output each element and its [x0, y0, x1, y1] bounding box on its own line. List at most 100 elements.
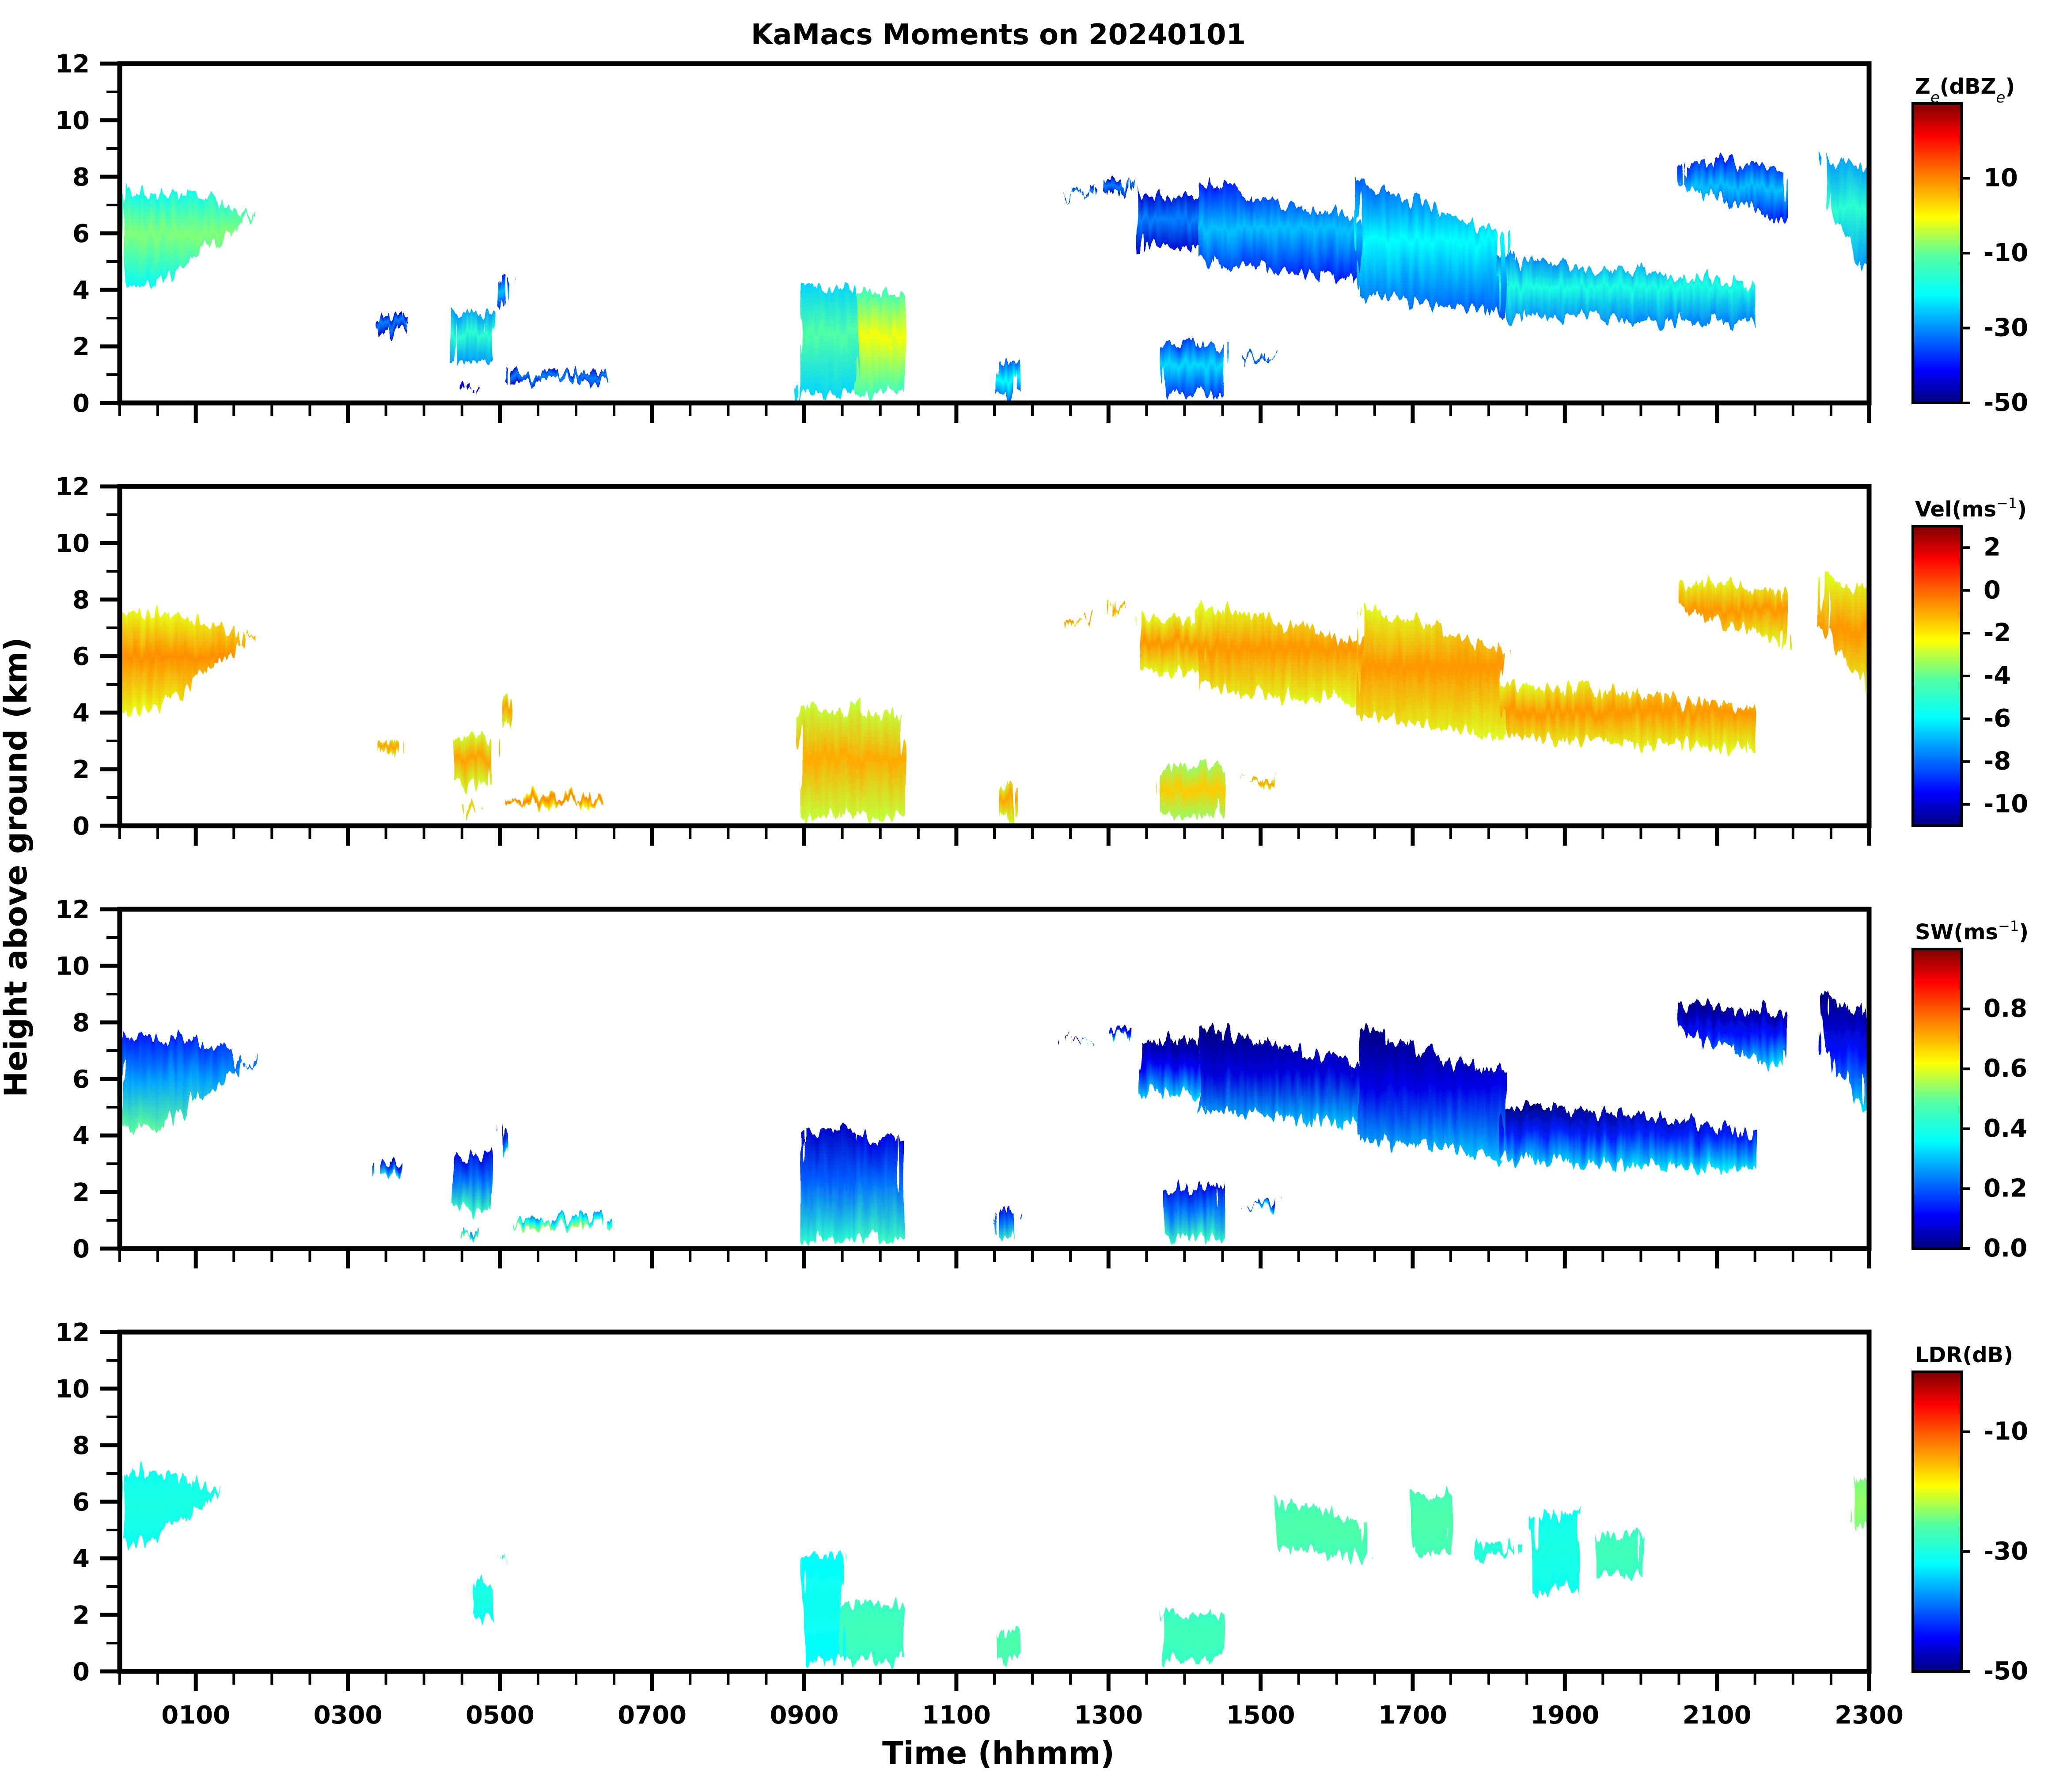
colorbar-tick-label: -2	[1983, 619, 2011, 647]
x-tick-label: 0900	[770, 1701, 839, 1730]
echo-region	[508, 792, 607, 809]
echo-region	[800, 1128, 858, 1243]
x-tick-label: 2100	[1683, 1701, 1752, 1730]
y-tick-label: 8	[72, 1431, 90, 1460]
colorbar-tick-label: 0.6	[1983, 1054, 2027, 1083]
y-tick-label: 4	[72, 1545, 90, 1573]
echo-region	[1595, 1531, 1641, 1577]
echo-region	[378, 316, 401, 335]
plot-frame	[117, 1329, 1872, 1674]
y-tick-label: 6	[72, 1065, 90, 1094]
x-tick-label: 1500	[1226, 1701, 1295, 1730]
panel-ldr: 0 2 4 6 8 10 12 0100 0300 0500 0700 0900 1100 1300 150…	[55, 1318, 2028, 1730]
colorbar-tick-label: -30	[1983, 1537, 2028, 1566]
echo-region	[1245, 1198, 1276, 1210]
echo-region	[1504, 679, 1755, 752]
plot-frame	[117, 484, 1872, 828]
echo-region	[1679, 1004, 1786, 1070]
colorbar-tick-label: 2	[1983, 533, 2001, 562]
chart-title: KaMacs Moments on 20240101	[751, 19, 1246, 51]
y-tick-label: 10	[55, 106, 90, 135]
echo-region	[120, 1034, 257, 1134]
colorbar-label: Ze(dBZe)	[1915, 74, 2015, 106]
echo-region	[1854, 1477, 1869, 1530]
y-tick-label: 2	[72, 333, 90, 361]
echo-region	[857, 1135, 903, 1241]
y-tick-label: 12	[55, 50, 90, 79]
colorbar-tick-label: 0.4	[1983, 1114, 2027, 1143]
echo-region	[1161, 1184, 1223, 1242]
colorbar-label: LDR(dB)	[1915, 1343, 2013, 1367]
echo-region	[800, 705, 858, 820]
colorbar	[1911, 948, 1963, 1250]
y-tick-label: 2	[72, 1601, 90, 1630]
colorbar-tick-label: -10	[1983, 1417, 2028, 1446]
echo-region	[804, 1551, 842, 1664]
colorbar-tick-label: 0.0	[1983, 1234, 2027, 1263]
echo-region	[454, 310, 493, 364]
colorbar-tick-label: -4	[1983, 661, 2011, 690]
echo-region	[120, 1468, 223, 1545]
y-tick-label: 0	[72, 1235, 90, 1264]
colorbar-tick-label: 0.8	[1983, 995, 2027, 1023]
colorbar-tick-label: -10	[1983, 790, 2028, 819]
echo-region	[1108, 178, 1131, 193]
echo-region	[454, 734, 493, 789]
echo-region	[1199, 604, 1360, 704]
y-axis-label: Height above ground (km)	[0, 637, 34, 1097]
echo-region	[1161, 1610, 1223, 1665]
echo-region	[462, 804, 478, 815]
echo-region	[1359, 1027, 1504, 1163]
echo-region	[508, 1215, 607, 1231]
colorbar-tick-label: 0	[1983, 576, 2001, 604]
colorbar-tick-label: 10	[1983, 164, 2018, 193]
echo-region	[1504, 1103, 1755, 1173]
colorbar-tick-label: -10	[1983, 239, 2028, 267]
panel-spectrum_width: 0 2 4 6 8 10 12 0.0 0.2 0.4 0.6 0.8 SW(ms−1)	[55, 896, 2029, 1268]
colorbar	[1911, 1371, 1963, 1673]
echo-region	[1679, 579, 1786, 647]
echo-region	[1108, 1026, 1131, 1038]
y-tick-label: 8	[72, 586, 90, 615]
x-tick-label: 0300	[314, 1701, 383, 1730]
echo-region	[378, 1159, 401, 1177]
colorbar-label: Vel(ms−1)	[1915, 495, 2027, 522]
echo-region	[842, 1599, 903, 1664]
echo-region	[1276, 1501, 1367, 1560]
echo-region	[998, 1204, 1017, 1241]
x-tick-label: 2300	[1835, 1701, 1904, 1730]
echo-region	[508, 369, 607, 386]
x-axis-label: Time (hhmm)	[882, 1735, 1115, 1771]
echo-region	[1823, 997, 1869, 1115]
echo-layer	[120, 576, 1869, 820]
echo-layer	[120, 1468, 1869, 1665]
y-tick-label: 6	[72, 220, 90, 248]
y-tick-label: 6	[72, 1488, 90, 1517]
echo-region	[378, 738, 401, 758]
x-tick-label: 0700	[618, 1701, 686, 1730]
colorbar-tick-label: -6	[1983, 704, 2011, 733]
echo-region	[1063, 1036, 1093, 1045]
echo-region	[1534, 1507, 1580, 1594]
y-tick-label: 4	[72, 276, 90, 305]
echo-region	[1199, 1028, 1360, 1128]
y-tick-label: 4	[72, 1122, 90, 1150]
echo-layer	[120, 997, 1869, 1243]
colorbar-tick-label: 0.2	[1983, 1174, 2027, 1203]
echo-region	[998, 1628, 1017, 1665]
colorbar-tick-label: -50	[1983, 388, 2028, 417]
echo-region	[1063, 614, 1093, 623]
echo-region	[998, 362, 1017, 396]
echo-region	[120, 611, 257, 712]
colorbar-label: SW(ms−1)	[1915, 918, 2029, 945]
echo-region	[500, 276, 508, 309]
colorbar-tick-label: -8	[1983, 747, 2011, 776]
echo-region	[1679, 157, 1786, 224]
plot-frame	[117, 61, 1872, 406]
echo-region	[120, 188, 257, 288]
echo-region	[1161, 338, 1223, 397]
echo-region	[500, 1122, 508, 1154]
echo-region	[1199, 184, 1360, 282]
panel-reflectivity: 0 2 4 6 8 10 12 -50 -30 -10 10 Ze(dBZe)	[55, 50, 2028, 423]
y-tick-label: 12	[55, 1318, 90, 1347]
